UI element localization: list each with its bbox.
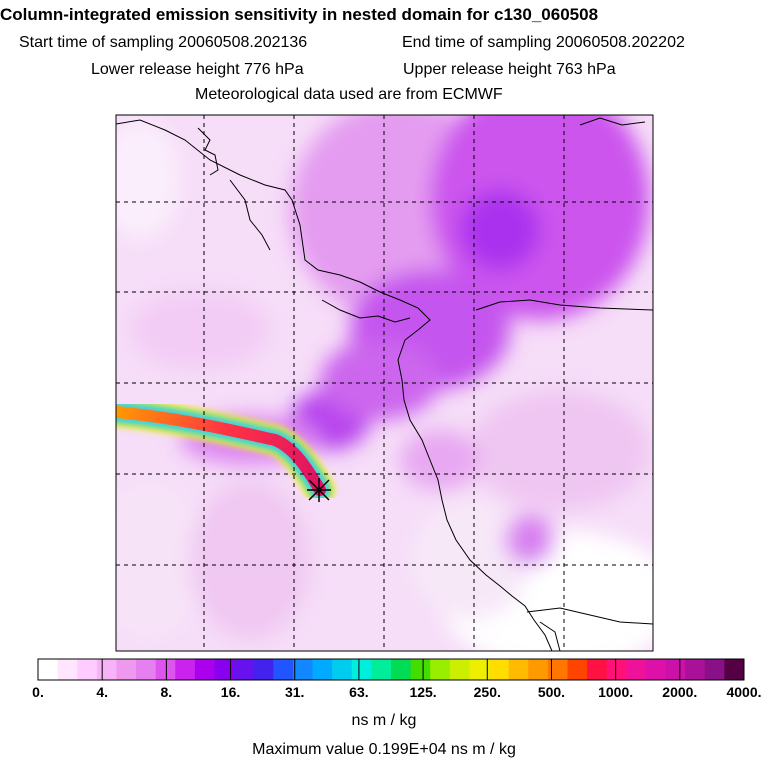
colorbar-swatch — [685, 659, 706, 680]
colorbar-swatch — [449, 659, 470, 680]
colorbar-label: 0. — [32, 684, 44, 700]
colorbar-swatch — [332, 659, 353, 680]
colorbar-swatch — [136, 659, 157, 680]
colorbar-swatch — [489, 659, 510, 680]
colorbar-swatch — [57, 659, 78, 680]
plot-title: Column-integrated emission sensitivity i… — [0, 5, 599, 24]
colorbar-swatch — [430, 659, 451, 680]
colorbar-label: 125. — [409, 684, 437, 700]
colorbar-swatch — [253, 659, 274, 680]
sensitivity-field — [116, 115, 653, 651]
colorbar-swatch — [214, 659, 235, 680]
coastlines — [116, 117, 653, 651]
colorbar-label: 500. — [537, 684, 566, 700]
colorbar-swatch — [77, 659, 98, 680]
start-time: Start time of sampling 20060508.202136 — [19, 34, 308, 51]
colorbar-units: ns m / kg — [351, 712, 417, 729]
lat-lon-grid — [116, 115, 653, 651]
map-frame — [115, 114, 654, 652]
colorbar-swatch — [391, 659, 412, 680]
colorbar-swatch — [371, 659, 392, 680]
colorbar-swatch — [547, 659, 568, 680]
end-time: End time of sampling 20060508.202202 — [402, 34, 685, 51]
maximum-value: Maximum value 0.199E+04 ns m / kg — [252, 741, 516, 758]
met-data-source: Meteorological data used are from ECMWF — [195, 86, 503, 103]
colorbar-label: 4. — [96, 684, 109, 700]
upper-release-height: Upper release height 763 hPa — [403, 61, 616, 78]
colorbar-label: 63. — [349, 684, 369, 700]
colorbar-swatch — [312, 659, 333, 680]
colorbar-frame — [37, 658, 745, 681]
colorbar-swatch — [704, 659, 725, 680]
colorbar-swatch — [665, 659, 686, 680]
colorbar-swatch — [194, 659, 215, 680]
colorbar-swatch — [155, 659, 176, 680]
colorbar-swatch — [273, 659, 294, 680]
colorbar-swatch — [567, 659, 588, 680]
colorbar-label: 16. — [220, 684, 241, 700]
colorbar-swatch — [292, 659, 314, 680]
colorbar-swatch — [175, 659, 196, 680]
colorbar-label: 4000. — [726, 684, 762, 700]
colorbar-label: 31. — [284, 684, 305, 700]
colorbar-label: 1000. — [598, 684, 634, 700]
colorbar-swatch — [508, 659, 529, 680]
release-site-marker — [307, 478, 331, 502]
colorbar-label: 250. — [473, 684, 501, 700]
colorbar-swatch — [96, 659, 117, 680]
colorbar — [37, 659, 745, 680]
colorbar-label: 2000. — [662, 684, 698, 700]
colorbar-swatch — [528, 659, 549, 680]
colorbar-swatch — [645, 659, 667, 680]
colorbar-swatch — [234, 659, 255, 680]
colorbar-swatch — [606, 659, 627, 680]
colorbar-swatch — [410, 659, 431, 680]
plume-core — [116, 406, 326, 496]
colorbar-swatch — [724, 659, 745, 680]
colorbar-swatch — [626, 659, 647, 680]
colorbar-swatch — [116, 659, 137, 680]
colorbar-swatch — [469, 659, 490, 680]
colorbar-swatch — [587, 659, 608, 680]
colorbar-swatch — [351, 659, 372, 680]
lower-release-height: Lower release height 776 hPa — [91, 61, 304, 78]
colorbar-swatch — [38, 659, 59, 680]
colorbar-label: 8. — [160, 684, 173, 700]
